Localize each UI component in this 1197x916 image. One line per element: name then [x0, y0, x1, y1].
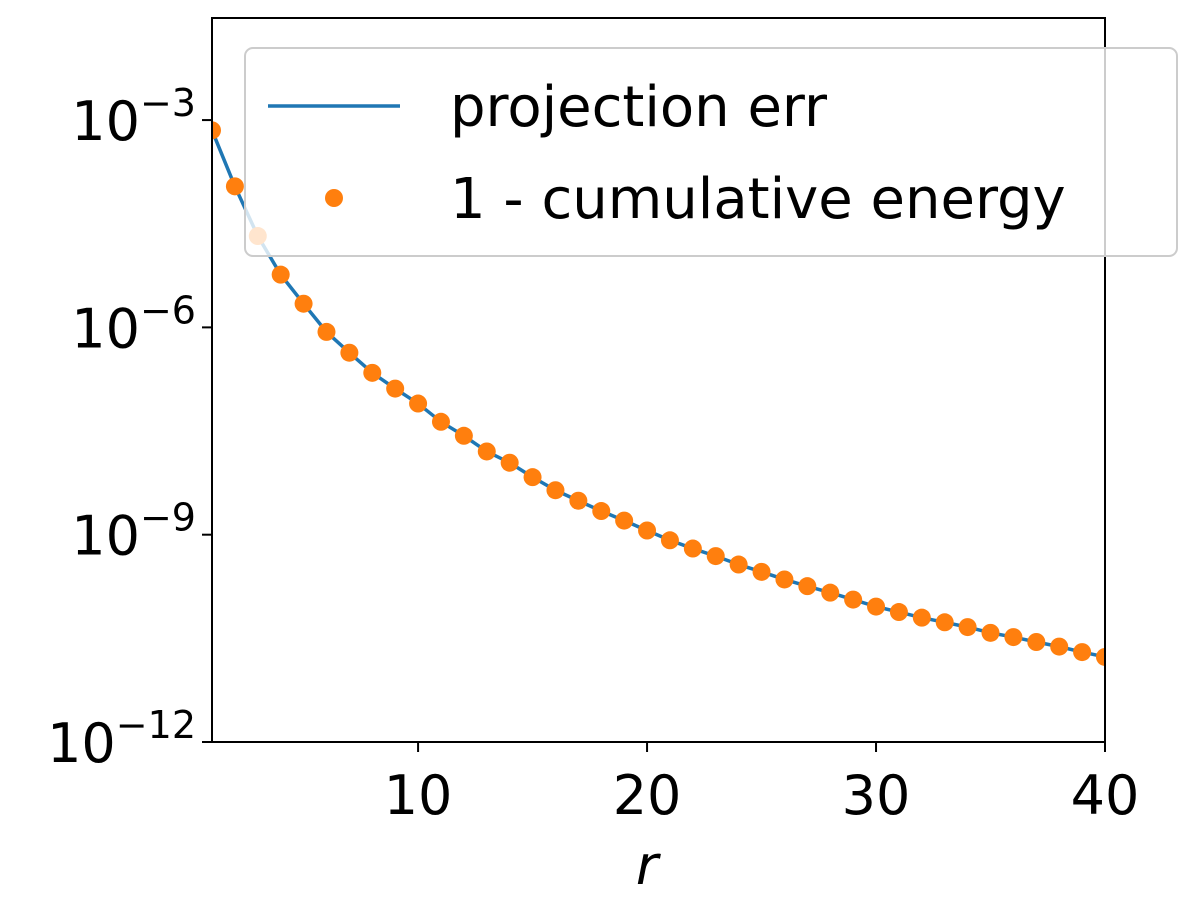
data-point: [912, 608, 931, 627]
data-point: [225, 177, 244, 196]
data-point: [569, 491, 588, 510]
data-point: [844, 590, 863, 609]
data-point: [1050, 637, 1069, 656]
data-point: [454, 426, 473, 445]
legend-label: 1 - cumulative energy: [450, 167, 1066, 232]
x-tick-label: 40: [1071, 764, 1140, 827]
data-point: [409, 394, 428, 413]
data-point: [683, 539, 702, 558]
data-point: [798, 577, 817, 596]
data-point: [615, 511, 634, 530]
data-point: [752, 562, 771, 581]
data-point: [317, 322, 336, 341]
data-point: [935, 613, 954, 632]
data-point: [592, 502, 611, 521]
y-tick-label: 10−9: [71, 496, 196, 568]
data-point: [958, 618, 977, 637]
data-point: [867, 597, 886, 616]
data-point: [1096, 647, 1105, 666]
data-point: [1027, 633, 1046, 651]
x-axis-label: r: [636, 834, 661, 897]
x-tick-label: 10: [384, 764, 453, 827]
data-point: [889, 603, 908, 622]
legend-box: [244, 47, 1178, 257]
data-point: [775, 570, 794, 589]
data-point: [1073, 643, 1092, 662]
data-point: [1004, 628, 1023, 647]
legend: projection err 1 - cumulative energy: [244, 47, 1178, 257]
y-tick-label: 10−3: [71, 81, 196, 153]
axes: 10 20 30 40 10−3 10−6 10−9 10−12: [47, 17, 1140, 827]
plot-area: [212, 121, 1105, 666]
data-point: [638, 521, 657, 540]
data-point: [340, 343, 359, 362]
data-point: [386, 379, 405, 398]
legend-label: projection err: [450, 75, 828, 140]
data-point: [363, 363, 382, 382]
data-point: [294, 294, 313, 313]
data-point: [660, 531, 679, 550]
data-point: [706, 547, 725, 566]
data-point: [212, 121, 221, 140]
data-point: [500, 453, 519, 472]
data-point: [477, 442, 496, 461]
x-tick-label: 20: [613, 764, 682, 827]
data-point: [523, 468, 542, 487]
data-point: [431, 412, 450, 431]
data-point: [981, 623, 1000, 642]
y-tick-label: 10−6: [71, 288, 196, 360]
y-tick-label: 10−12: [47, 703, 196, 775]
data-point: [271, 265, 290, 284]
series-group: [212, 121, 1105, 666]
data-point: [729, 555, 748, 574]
data-point: [821, 583, 840, 602]
series-line-projection-err: [212, 129, 1105, 659]
axes-frame: [211, 17, 1106, 743]
data-point: [546, 481, 565, 500]
legend-marker-swatch: [325, 189, 343, 207]
x-tick-label: 30: [842, 764, 911, 827]
